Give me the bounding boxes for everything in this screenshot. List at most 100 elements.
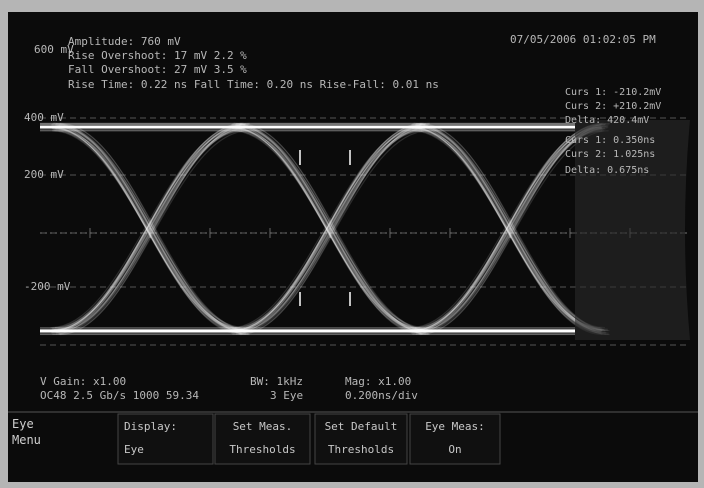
trace (238, 124, 429, 334)
trace (412, 127, 603, 329)
trace (239, 123, 430, 332)
trace (238, 124, 429, 334)
eye-diagram (40, 120, 690, 340)
button-label: Display: (124, 420, 177, 433)
trace (410, 126, 601, 329)
trace (53, 128, 244, 331)
trace (51, 126, 242, 332)
trace (235, 123, 426, 331)
trace (56, 125, 247, 334)
trace (235, 128, 426, 333)
trace (231, 127, 422, 330)
trace (412, 130, 603, 332)
trace (412, 129, 603, 332)
trace (55, 123, 246, 331)
menu-button[interactable]: Display: Eye (117, 413, 214, 465)
menu-button[interactable]: Set Meas. Thresholds (214, 413, 311, 465)
trace (231, 124, 422, 333)
trace (59, 123, 250, 332)
trace (50, 126, 241, 329)
trace (235, 123, 426, 335)
menu-button[interactable]: Eye Meas: On (409, 413, 501, 465)
status: 0.200ns/div (345, 389, 418, 402)
trace (234, 130, 425, 331)
trace (236, 125, 427, 334)
trace (231, 124, 422, 334)
scale-label: -200 mV (24, 280, 71, 293)
trace (412, 126, 603, 332)
trace (412, 129, 603, 332)
trace (412, 123, 603, 336)
button-value: Thresholds (328, 443, 394, 456)
trace (55, 124, 246, 332)
trace (233, 128, 424, 331)
trace (59, 123, 250, 332)
trace (232, 127, 423, 329)
trace (53, 122, 244, 331)
trace (231, 126, 422, 331)
trace (411, 127, 602, 330)
trace (230, 126, 421, 329)
trace (54, 130, 245, 331)
trace (55, 123, 246, 335)
trace (235, 123, 426, 331)
trace (233, 128, 424, 331)
trace (55, 128, 246, 333)
trace (52, 129, 243, 332)
trace (231, 126, 422, 331)
trace (232, 129, 423, 332)
trace (411, 124, 602, 334)
trace (238, 126, 429, 332)
status: Mag: x1.00 (345, 375, 411, 388)
trace (237, 127, 428, 331)
readout: Rise Time: 0.22 ns Fall Time: 0.20 ns Ri… (68, 78, 439, 91)
button-frame (409, 413, 501, 465)
trace (54, 127, 245, 329)
trace (234, 127, 425, 329)
menu-button[interactable]: Set Default Thresholds (314, 413, 408, 465)
status: OC48 2.5 Gb/s 1000 59.34 (40, 389, 199, 402)
trace (237, 125, 428, 330)
button-label: Set Default (325, 420, 398, 433)
trace (58, 126, 249, 332)
trace (52, 123, 243, 336)
trace (233, 122, 424, 331)
trace (51, 126, 242, 332)
menu-title: Eye Menu (12, 417, 41, 447)
trace (232, 123, 423, 336)
trace (51, 124, 242, 334)
trace (58, 126, 249, 332)
trace (51, 126, 242, 333)
trace (232, 123, 423, 336)
trace (53, 122, 244, 331)
trace (55, 123, 246, 331)
trace (54, 130, 245, 331)
trace (51, 124, 242, 333)
trace (232, 129, 423, 332)
button-value: Thresholds (229, 443, 295, 456)
status: BW: 1kHz (250, 375, 303, 388)
trace (51, 127, 242, 330)
trace (51, 124, 242, 334)
button-value: Eye (124, 443, 144, 456)
trace (233, 122, 424, 331)
trace (411, 127, 602, 330)
trace (232, 127, 423, 329)
scale-label: 600 mV (34, 43, 74, 56)
trace (412, 123, 603, 336)
trace (52, 127, 243, 329)
trace (412, 130, 603, 332)
trace (52, 127, 243, 329)
trace (58, 130, 249, 336)
trace (238, 130, 429, 336)
trace (55, 123, 246, 335)
trace (231, 127, 422, 330)
trace (239, 123, 430, 332)
trace (51, 126, 242, 333)
trace (52, 130, 243, 332)
trace (235, 128, 426, 333)
trace (56, 125, 247, 334)
trace (236, 125, 427, 334)
trace (53, 128, 244, 331)
